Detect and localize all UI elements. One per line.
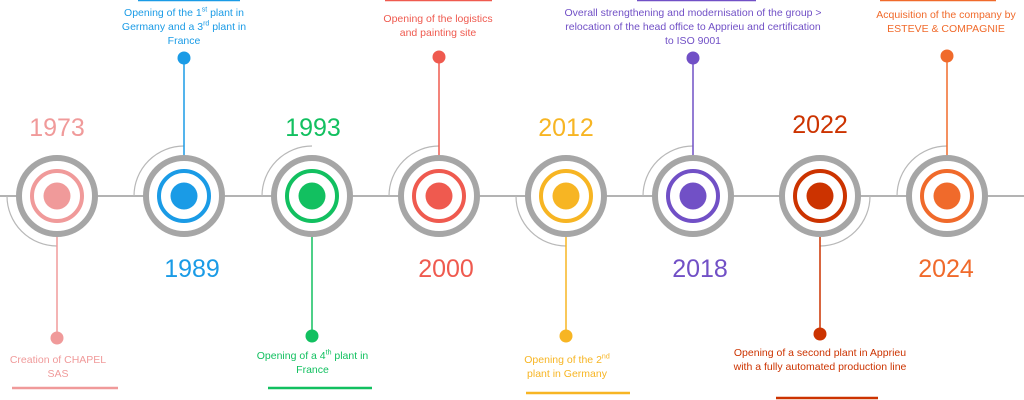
node-center-dot [806,182,834,210]
milestone-description: Opening of the logistics and painting si… [383,13,493,39]
connector-end-dot [940,49,954,63]
node-arc [6,195,58,247]
milestone-description: Overall strengthening and modernisation … [564,7,822,47]
node-center-dot [933,182,961,210]
milestone-year: 1973 [29,114,85,142]
milestone-year: 2024 [918,255,974,283]
connector-end-dot [686,51,700,65]
connector-end-dot [432,50,446,64]
milestone-description: Acquisition of the company by ESTEVE & C… [876,9,1016,35]
connector-end-dot [559,329,573,343]
node-arc [388,145,440,197]
milestone-year: 1993 [285,114,341,142]
node-arc [515,195,567,247]
node-arc [642,145,694,197]
node-center-dot [679,182,707,210]
node-center-dot [425,182,453,210]
node-arc [896,145,948,197]
node-arc [133,145,185,197]
connector-end-dot [813,327,827,341]
milestone-description: Opening of a second plant in Apprieu wit… [733,347,907,373]
milestone-description: Opening of the 2nd plant in Germany [524,353,610,381]
node-center-dot [43,182,71,210]
node-arc [819,195,871,247]
milestone-year: 1989 [164,255,220,283]
milestone-year: 2012 [538,114,594,142]
connector-end-dot [50,331,64,345]
milestone-description: Opening of the 1st plant in Germany and … [121,6,247,48]
node-center-dot [552,182,580,210]
milestone-year: 2022 [792,111,848,139]
milestone-year: 2000 [418,255,474,283]
connector-end-dot [305,329,319,343]
milestone-year: 2018 [672,255,728,283]
milestone-description: Opening of a 4th plant in France [256,349,369,377]
milestone-description: Creation of CHAPEL SAS [9,354,107,380]
node-center-dot [170,182,198,210]
node-center-dot [298,182,326,210]
node-arc [261,145,313,197]
connector-end-dot [177,51,191,65]
